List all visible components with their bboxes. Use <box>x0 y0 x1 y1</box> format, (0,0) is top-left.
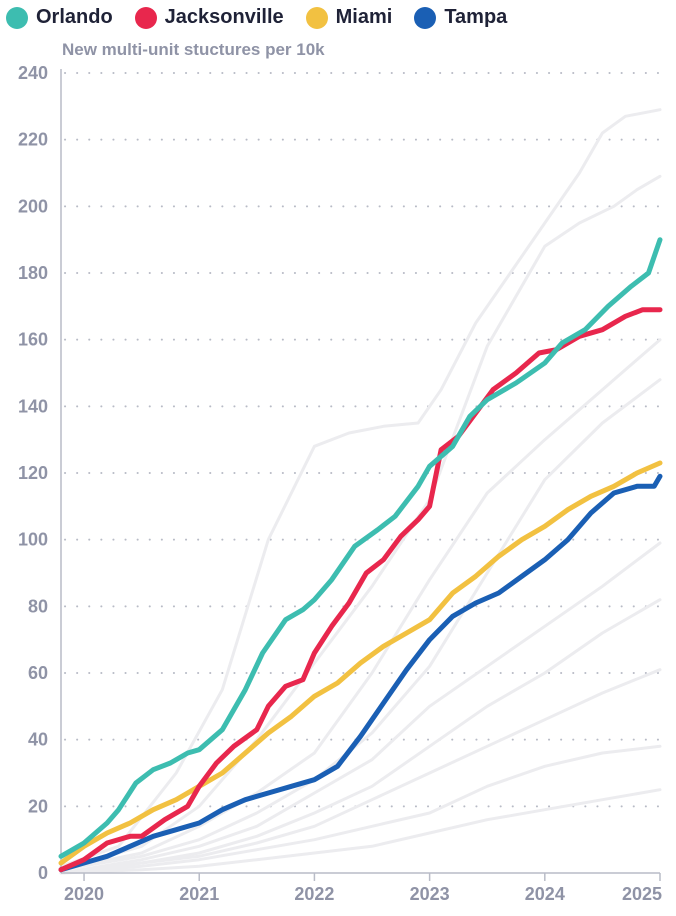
y-tick-label: 100 <box>18 530 48 550</box>
legend-label: Tampa <box>444 6 508 28</box>
legend-swatch <box>305 6 328 29</box>
series-line-tampa <box>58 473 663 873</box>
background-series-line <box>59 744 662 875</box>
background-series-line <box>59 668 662 875</box>
x-tick-label: 2024 <box>525 884 565 904</box>
y-tick-label: 40 <box>28 730 48 750</box>
series-line-jacksonville <box>58 307 663 873</box>
y-tick-label: 180 <box>18 263 48 283</box>
y-tick-label: 120 <box>18 463 48 483</box>
x-tick-label: 2023 <box>410 884 450 904</box>
y-tick-label: 0 <box>38 863 48 883</box>
background-series-line <box>59 378 662 872</box>
background-series-line <box>59 541 662 875</box>
legend-item-tampa: Tampa <box>414 6 507 29</box>
legend-item-orlando: Orlando <box>6 6 113 29</box>
chart-subtitle: New multi-unit stuctures per 10k <box>62 40 325 59</box>
legend-item-jacksonville: Jacksonville <box>134 6 284 29</box>
y-tick-label: 140 <box>18 396 48 416</box>
background-series-line <box>59 338 662 872</box>
x-tick-label: 2021 <box>179 884 219 904</box>
y-tick-label: 240 <box>18 63 48 83</box>
y-tick-label: 60 <box>28 663 48 683</box>
x-tick-label: 2025 <box>622 884 662 904</box>
series-line-miami <box>58 460 663 866</box>
legend-swatch <box>134 6 157 29</box>
legend-label: Jacksonville <box>164 6 284 28</box>
y-tick-label: 200 <box>18 196 48 216</box>
x-tick-label: 2020 <box>64 884 104 904</box>
y-tick-label: 220 <box>18 130 48 150</box>
y-tick-label: 20 <box>28 796 48 816</box>
y-tick-label: 160 <box>18 330 48 350</box>
x-tick-label: 2022 <box>294 884 334 904</box>
background-series-line <box>59 788 662 875</box>
series-line-orlando <box>58 237 663 859</box>
legend-swatch <box>6 6 28 29</box>
y-tick-label: 80 <box>28 596 48 616</box>
background-series-line <box>59 598 662 875</box>
legend-label: Orlando <box>36 6 113 28</box>
legend-swatch <box>414 6 437 29</box>
legend-item-miami: Miami <box>305 6 393 29</box>
background-series-line <box>59 108 662 868</box>
legend-label: Miami <box>335 6 393 28</box>
legend: Orlando Jacksonville Miami Tampa <box>6 6 507 29</box>
